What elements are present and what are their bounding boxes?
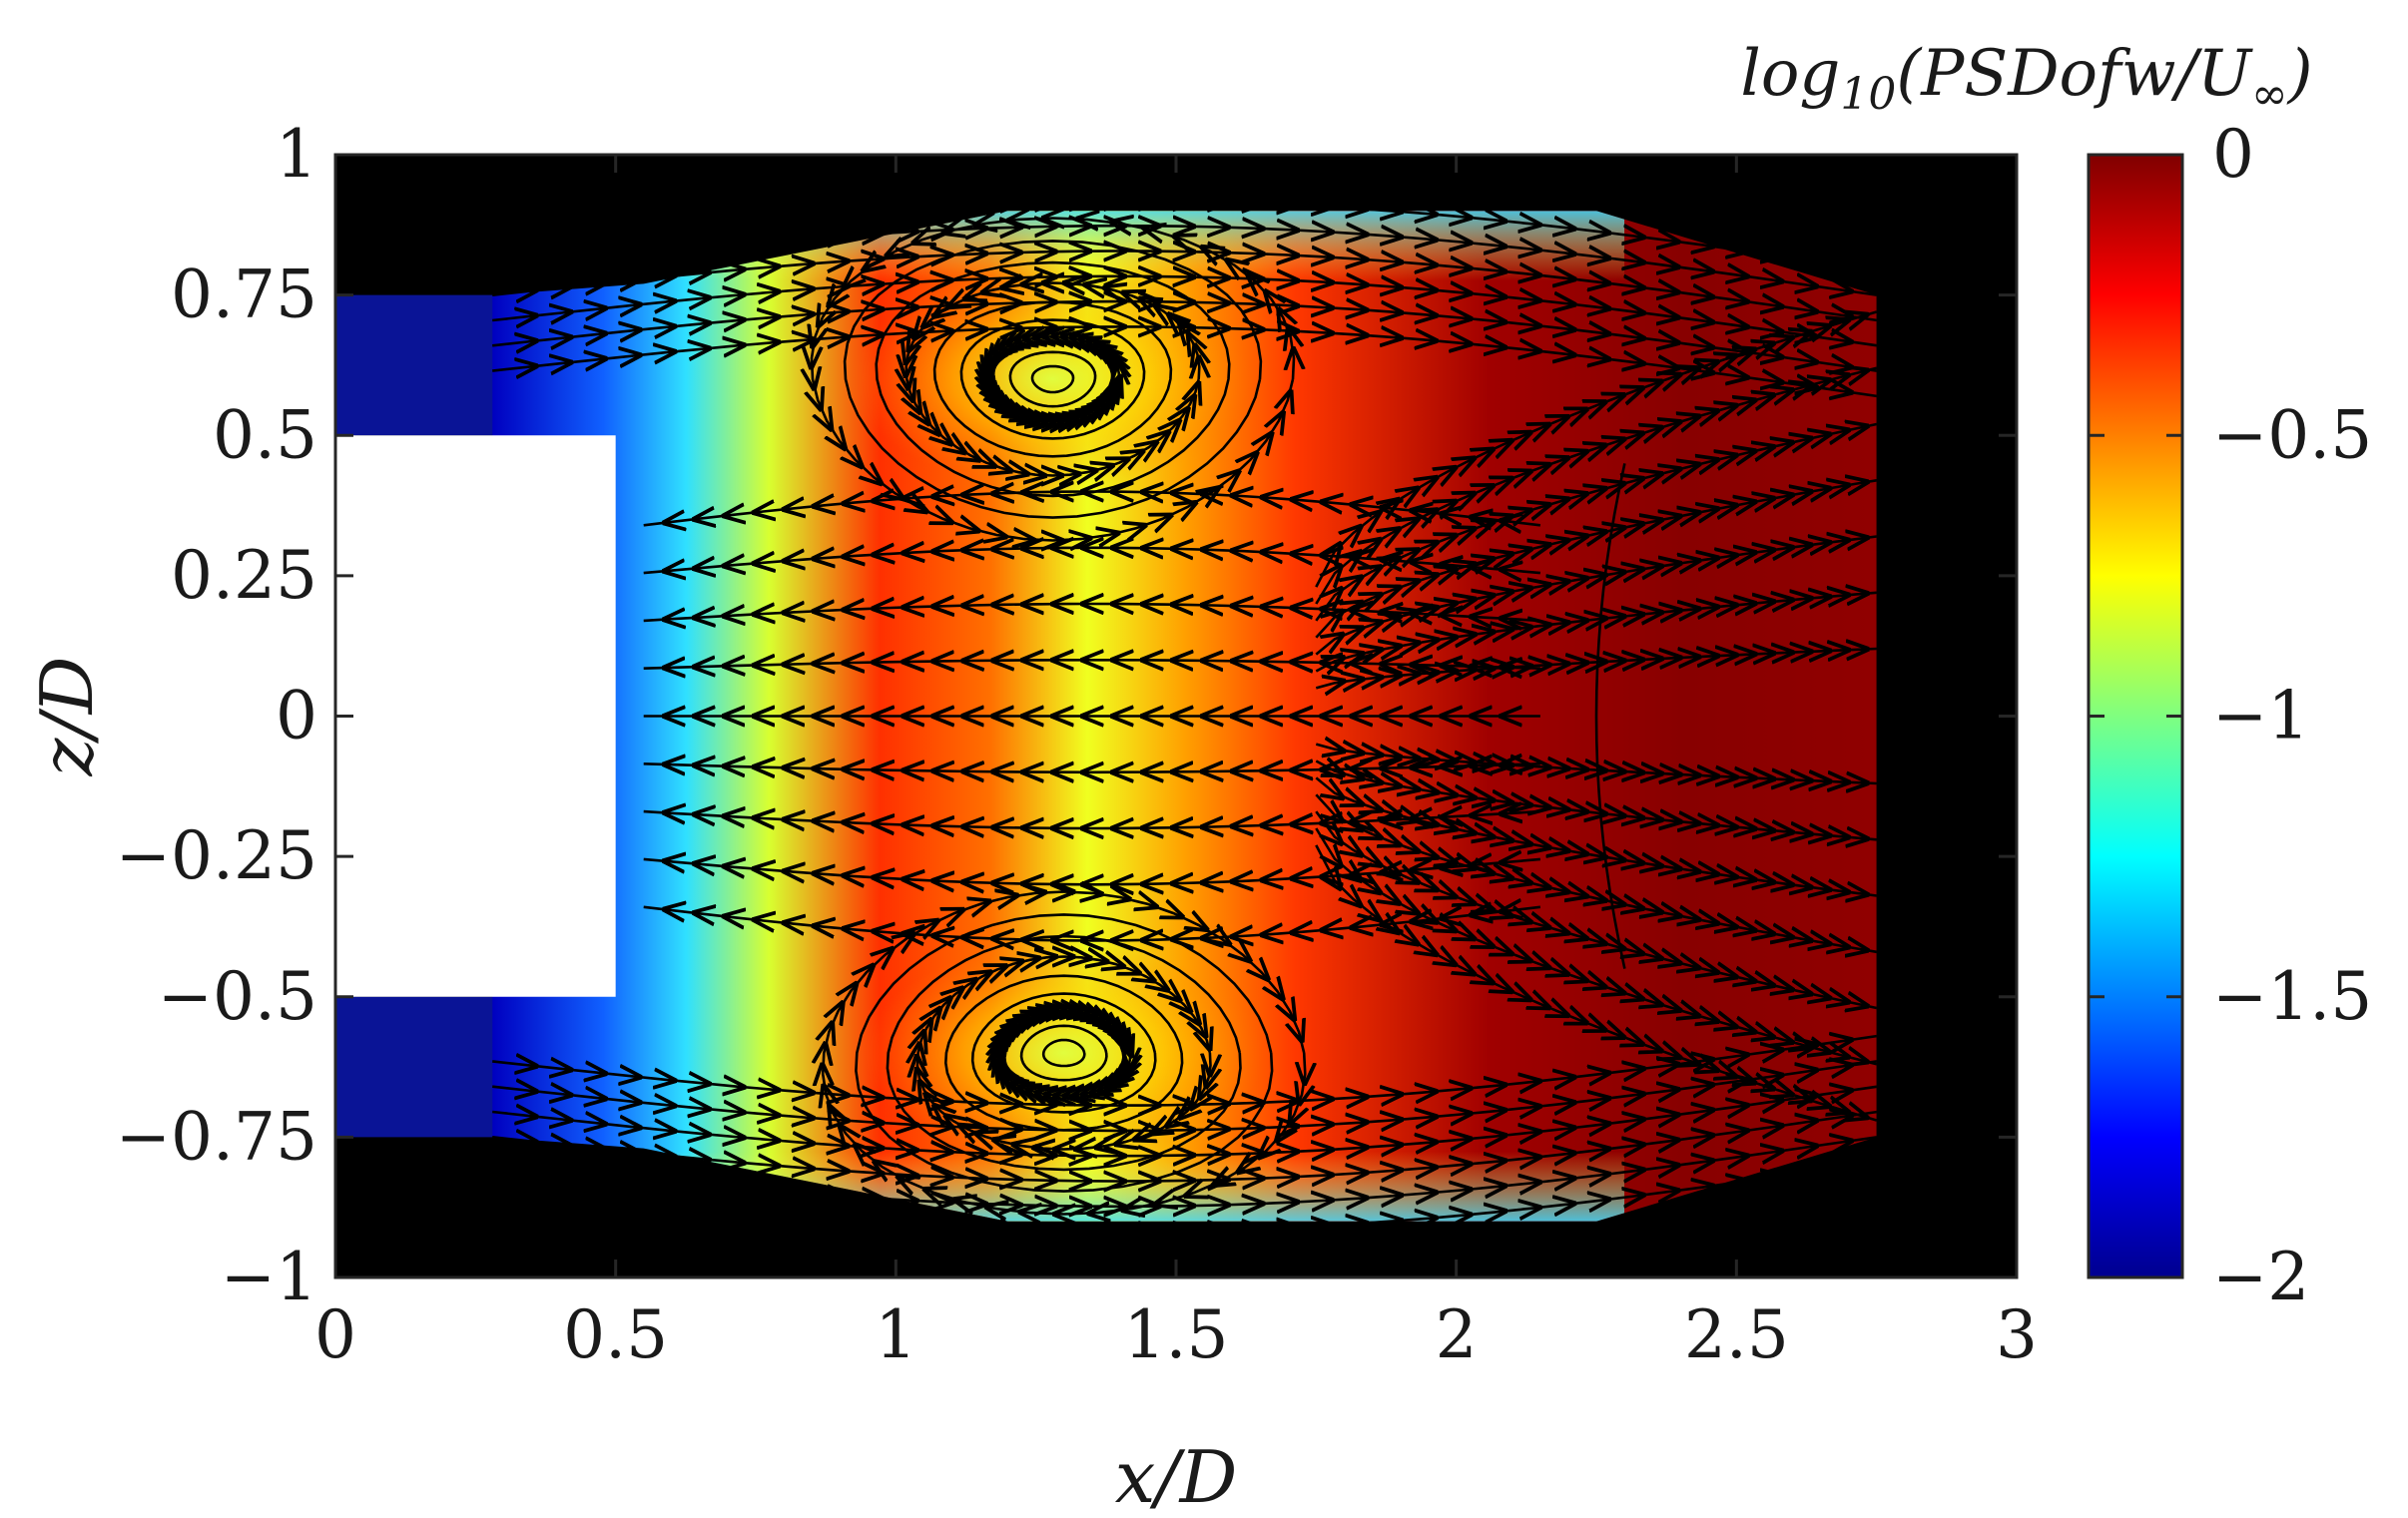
plot-area: 0 0.5 1 1.5 2 2.5 3 1 0.75 0.5 0.25 0 −0.25 −0.5 −0.7…	[116, 116, 2038, 1373]
x-tick-label: 1	[875, 1296, 916, 1373]
colorbar-tick-label: 0	[2212, 116, 2254, 193]
colorbar-tick-label: −1.5	[2212, 958, 2372, 1035]
x-tick-label: 2.5	[1684, 1296, 1789, 1373]
colorbar-label-close: )	[2286, 37, 2313, 111]
x-axis-label: x/D	[1115, 1435, 1238, 1518]
colorbar-label-infinity: ∞	[2251, 69, 2288, 120]
colorbar-label: log10(PSDofw/U∞)	[1740, 37, 2312, 120]
colorbar: 0 −0.5 −1 −1.5 −2	[2087, 116, 2372, 1315]
y-tick-label: 0.75	[171, 256, 317, 333]
saddle-line	[1594, 463, 1626, 969]
y-tick-label: −0.75	[116, 1098, 317, 1175]
y-axis-ticks: 1 0.75 0.5 0.25 0 −0.25 −0.5 −0.75 −1	[116, 116, 2017, 1315]
y-tick-label: 0	[276, 678, 317, 755]
shear-line	[492, 1163, 1877, 1232]
shear-line	[492, 201, 1877, 269]
obstacle-body	[335, 435, 616, 997]
y-tick-label: 0.5	[213, 396, 317, 473]
x-tick-label: 3	[1996, 1296, 2038, 1373]
y-tick-label: 1	[276, 116, 317, 193]
colorbar-tick-label: −0.5	[2212, 396, 2372, 473]
colorbar-label-subscript: 10	[1840, 69, 1896, 120]
x-tick-label: 1.5	[1124, 1296, 1229, 1373]
x-tick-label: 0	[314, 1296, 356, 1373]
y-tick-label: −0.5	[158, 958, 317, 1035]
colorbar-label-body: (PSDofw/U	[1896, 37, 2253, 111]
colorbar-tick-label: −2	[2212, 1239, 2309, 1315]
y-tick-label: −0.25	[116, 817, 317, 894]
y-axis-label: z/D	[25, 657, 109, 777]
y-tick-label: 0.25	[171, 537, 317, 614]
y-tick-label: −1	[221, 1239, 317, 1315]
streamlines	[492, 201, 1878, 1232]
colorbar-tick-label: −1	[2212, 678, 2309, 755]
colorbar-label-log: log	[1740, 37, 1840, 111]
x-tick-label: 2	[1436, 1296, 1478, 1373]
colorbar-ticks: 0 −0.5 −1 −1.5 −2	[2089, 116, 2372, 1315]
x-axis-ticks: 0 0.5 1 1.5 2 2.5 3	[314, 155, 2038, 1373]
x-tick-label: 0.5	[563, 1296, 668, 1373]
